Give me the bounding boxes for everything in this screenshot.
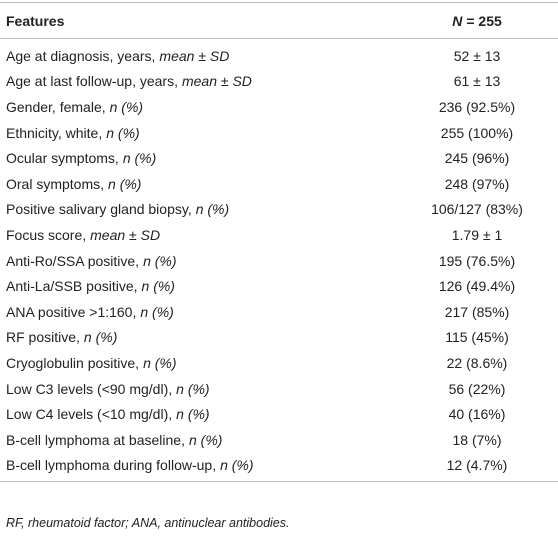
feature-unit: n (%) — [140, 303, 174, 320]
value-cell: 106/127 (83%) — [431, 201, 523, 218]
value-cell: 245 (96%) — [444, 150, 510, 167]
feature-cell: Cryoglobulin positive, n (%) — [0, 350, 396, 376]
feature-unit: n (%) — [143, 252, 177, 269]
table: Features N = 255 Age at diagnosis, years,… — [0, 2, 558, 483]
feature-cell: Oral symptoms, n (%) — [0, 171, 396, 197]
value-cell: 56 (22%) — [448, 380, 506, 397]
value-cell: 217 (85%) — [444, 303, 510, 320]
header-cell: N = 255 — [396, 2, 558, 39]
feature-label: Focus score, — [6, 226, 87, 243]
feature-unit: n (%) — [141, 278, 175, 295]
feature-cell: RF positive, n (%) — [0, 325, 396, 351]
feature-unit: n (%) — [109, 98, 144, 115]
value-cell: 52 ± 13 — [453, 47, 501, 64]
value-cell: 61 ± 13 — [453, 73, 501, 90]
feature-unit: n (%) — [143, 354, 177, 371]
value-cell: 195 (76.5%) — [438, 252, 516, 269]
feature-cell: Gender, female, n (%) — [0, 94, 396, 120]
feature-cell: B-cell lymphoma during follow-up, n (%) — [0, 452, 396, 483]
feature-cell: Anti-La/SSB positive, n (%) — [0, 273, 396, 299]
table-body: Age at diagnosis, years, mean ± SD 52 ± 13… — [0, 39, 558, 483]
feature-unit: n (%) — [122, 150, 157, 167]
table-row: Positive salivary gland biopsy, n (%) 106/… — [0, 197, 558, 223]
feature-label: ANA positive >1:160, — [6, 303, 137, 320]
value-cell: 115 (45%) — [445, 329, 509, 346]
table-row: Anti-Ro/SSA positive, n (%) 195 (76.5%) — [0, 248, 558, 274]
header-row: Features N = 255 — [0, 2, 558, 39]
feature-label: Anti-Ro/SSA positive, — [6, 252, 140, 269]
feature-cell: Focus score, mean ± SD — [0, 222, 396, 248]
feature-label: Anti-La/SSB positive, — [6, 278, 138, 295]
feature-label: Gender, female, — [6, 98, 106, 115]
value-cell: 236 (92.5%) — [438, 98, 516, 115]
feature-label: Ocular symptoms, — [6, 150, 119, 167]
feature-label: RF positive, — [6, 329, 80, 346]
feature-unit: n (%) — [83, 329, 118, 346]
table-row: B-cell lymphoma at baseline, n (%) 18 (7%) — [0, 427, 558, 453]
feature-cell: B-cell lymphoma at baseline, n (%) — [0, 427, 396, 453]
table-row: Focus score, mean ± SD 1.79 ± 1 — [0, 222, 558, 248]
feature-unit: mean ± SD — [181, 73, 252, 90]
feature-label: Low C3 levels (<90 mg/dl), — [6, 380, 173, 397]
feature-label: Age at diagnosis, years, — [6, 47, 156, 64]
feature-unit: n (%) — [220, 457, 254, 474]
table-row: RF positive, n (%) 115 (45%) — [0, 325, 558, 351]
feature-unit: n (%) — [195, 201, 230, 218]
feature-label: Oral symptoms, — [6, 175, 105, 192]
feature-cell: Ocular symptoms, n (%) — [0, 145, 396, 171]
feature-label: B-cell lymphoma at baseline, — [6, 431, 185, 448]
feature-unit: n (%) — [188, 431, 223, 448]
value-cell: 1.79 ± 1 — [451, 226, 503, 243]
table-row: Gender, female, n (%) 236 (92.5%) — [0, 94, 558, 120]
feature-cell: ANA positive >1:160, n (%) — [0, 299, 396, 325]
table-row: Ethnicity, white, n (%) 255 (100%) — [0, 120, 558, 146]
table-row: Cryoglobulin positive, n (%) 22 (8.6%) — [0, 350, 558, 376]
feature-cell: Ethnicity, white, n (%) — [0, 120, 396, 146]
table-row: ANA positive >1:160, n (%) 217 (85%) — [0, 299, 558, 325]
feature-cell: Anti-Ro/SSA positive, n (%) — [0, 248, 396, 274]
feature-cell: Age at diagnosis, years, mean ± SD — [0, 39, 396, 69]
value-cell: 40 (16%) — [448, 406, 506, 423]
table-row: Low C4 levels (<10 mg/dl), n (%) 40 (16%) — [0, 401, 558, 427]
footnote: RF, rheumatoid factor; ANA, antinuclear … — [6, 516, 290, 530]
feature-unit: mean ± SD — [159, 47, 230, 64]
feature-cell: Positive salivary gland biopsy, n (%) — [0, 197, 396, 223]
feature-label: Ethnicity, white, — [6, 124, 103, 141]
value-cell: 248 (97%) — [444, 175, 510, 192]
feature-label: Age at last follow-up, years, — [6, 73, 178, 90]
table-row: B-cell lymphoma during follow-up, n (%) 12… — [0, 452, 558, 483]
value-cell: 255 (100%) — [440, 124, 514, 141]
feature-unit: n (%) — [176, 380, 210, 397]
feature-cell: Age at last follow-up, years, mean ± SD — [0, 69, 396, 95]
feature-unit: n (%) — [108, 175, 142, 192]
feature-label: B-cell lymphoma during follow-up, — [6, 457, 217, 474]
feature-unit: n (%) — [106, 124, 140, 141]
header-cell: Features — [0, 2, 396, 39]
table-row: Age at last follow-up, years, mean ± SD 61… — [0, 69, 558, 95]
feature-label: Cryoglobulin positive, — [6, 354, 140, 371]
n-symbol: N — [452, 12, 463, 29]
feature-unit: n (%) — [176, 406, 210, 423]
feature-label: Positive salivary gland biopsy, — [6, 201, 192, 218]
table-row: Anti-La/SSB positive, n (%) 126 (49.4%) — [0, 273, 558, 299]
value-cell: 18 (7%) — [452, 431, 502, 448]
table-row: Oral symptoms, n (%) 248 (97%) — [0, 171, 558, 197]
feature-label: Low C4 levels (<10 mg/dl), — [6, 406, 173, 423]
value-cell: 12 (4.7%) — [396, 452, 558, 483]
feature-cell: Low C3 levels (<90 mg/dl), n (%) — [0, 376, 396, 402]
table-row: Low C3 levels (<90 mg/dl), n (%) 56 (22%) — [0, 376, 558, 402]
feature-unit: mean ± SD — [90, 226, 161, 243]
value-cell: 126 (49.4%) — [438, 278, 516, 295]
table-row: Ocular symptoms, n (%) 245 (96%) — [0, 145, 558, 171]
n-value: = 255 — [466, 12, 502, 29]
value-cell: 22 (8.6%) — [446, 354, 508, 371]
table-row: Age at diagnosis, years, mean ± SD 52 ± 13 — [0, 39, 558, 69]
feature-cell: Low C4 levels (<10 mg/dl), n (%) — [0, 401, 396, 427]
